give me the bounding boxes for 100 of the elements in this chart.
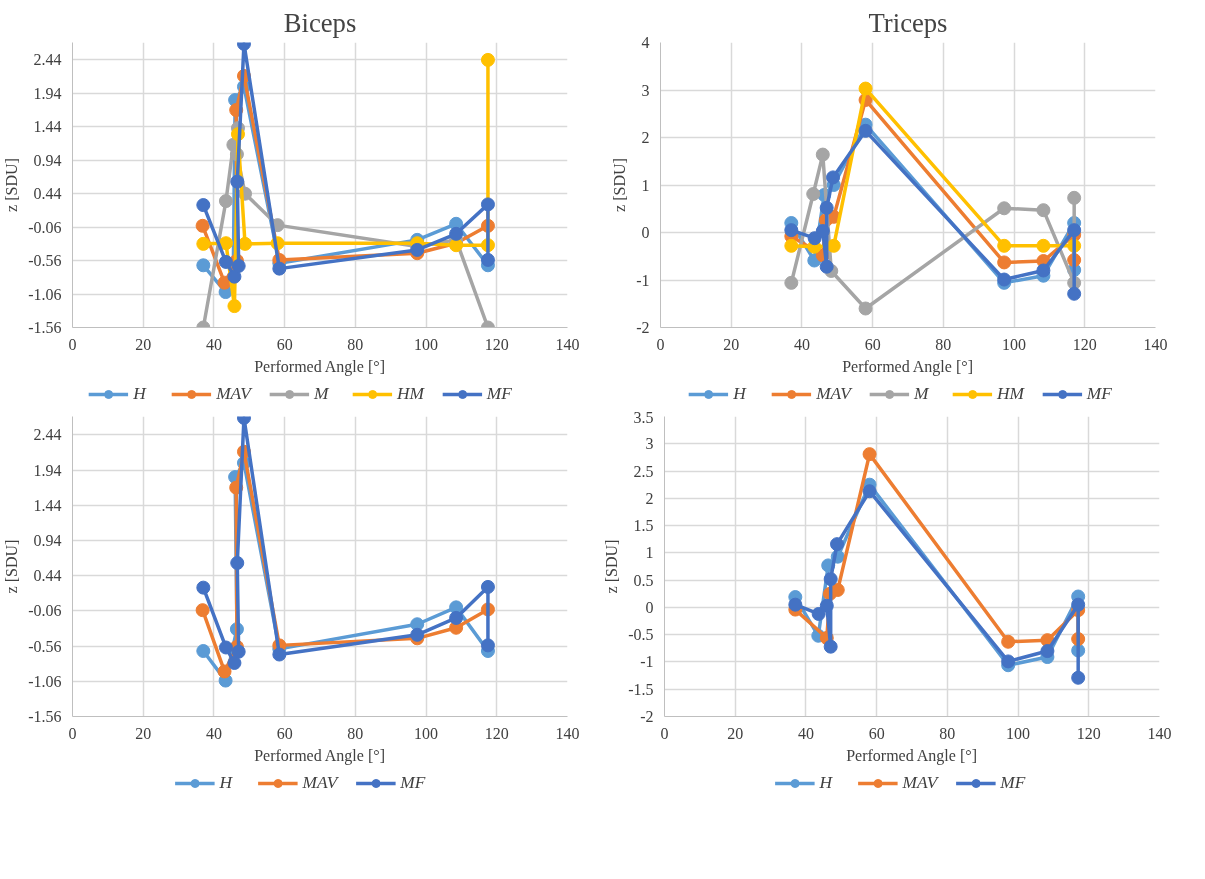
point (218, 254, 233, 269)
y-tick-label: 0.94 (33, 531, 62, 549)
x-tick-label: 100 (414, 335, 439, 353)
x-tick-label: 80 (939, 724, 956, 742)
y-tick-label: 2 (641, 129, 650, 146)
y-tick-label: 1.5 (633, 517, 654, 535)
x-tick-label: 40 (205, 724, 222, 742)
point (997, 255, 1012, 270)
point (272, 647, 287, 662)
y-tick-label: 1 (645, 544, 654, 562)
y-tick-label: -1 (636, 271, 650, 289)
point (823, 572, 838, 587)
legend-label: MAV (816, 384, 851, 404)
point (230, 555, 245, 570)
y-axis-title: z [SDU] (3, 158, 21, 212)
point (238, 236, 253, 251)
point (231, 258, 246, 273)
point (788, 597, 803, 612)
y-tick-label: -0.56 (28, 252, 62, 270)
y-tick-label: 2 (645, 489, 654, 507)
legend-label: HM (996, 384, 1024, 404)
y-tick-label: -0.06 (28, 218, 62, 236)
point (480, 579, 495, 594)
point (830, 537, 845, 552)
y-tick-label: 1.44 (33, 496, 62, 514)
point (819, 598, 834, 613)
point (480, 52, 495, 67)
legend-label: MAV (216, 384, 251, 404)
x-tick-label: 60 (864, 335, 881, 353)
point (997, 201, 1012, 216)
point (196, 236, 211, 251)
y-tick-label: 2.5 (633, 462, 654, 480)
y-tick-label: 0.44 (33, 185, 62, 203)
y-tick-label: 0.44 (33, 567, 62, 585)
y-tick-label: -1.06 (28, 672, 62, 690)
point (1001, 634, 1016, 649)
x-tick-label: 120 (484, 335, 509, 353)
x-tick-label: 120 (1072, 335, 1097, 353)
point (1067, 286, 1082, 301)
point (784, 275, 799, 290)
point (819, 200, 834, 215)
point (480, 638, 495, 653)
y-axis-title: z [SDU] (611, 158, 629, 212)
point (1036, 238, 1051, 253)
point (218, 194, 233, 209)
legend-label: MF (1000, 773, 1026, 793)
x-tick-label: 0 (68, 724, 77, 742)
y-tick-label: 2.44 (33, 51, 62, 69)
y-tick-label: 3 (641, 81, 650, 99)
chart-title: Triceps (868, 7, 948, 38)
x-axis-title: Performed Angle [°] (254, 746, 385, 765)
x-tick-label: 20 (135, 335, 152, 353)
x-tick-label: 100 (1006, 724, 1031, 742)
point (1067, 190, 1082, 205)
x-tick-label: 40 (797, 724, 814, 742)
chart-title: Biceps (283, 7, 357, 38)
legend-label: MAV (302, 773, 338, 793)
legend-label: H (133, 384, 148, 404)
x-axis-title: Performed Angle [°] (846, 746, 977, 765)
point (230, 174, 245, 189)
x-tick-label: 80 (935, 335, 952, 353)
y-tick-label: 4 (641, 34, 650, 51)
y-tick-label: 0.5 (633, 571, 654, 589)
point (227, 655, 242, 670)
x-tick-label: 40 (793, 335, 810, 353)
legend-label: H (733, 384, 748, 404)
point (218, 236, 233, 251)
y-tick-label: -0.06 (28, 602, 62, 620)
x-tick-label: 140 (555, 335, 580, 353)
point (1001, 654, 1016, 669)
y-tick-label: -2 (640, 708, 654, 725)
x-tick-label: 120 (1076, 724, 1101, 742)
point (218, 640, 233, 655)
x-tick-label: 0 (660, 724, 669, 742)
y-tick-label: 3 (645, 435, 654, 453)
x-tick-label: 20 (135, 724, 152, 742)
x-tick-label: 0 (68, 335, 77, 353)
point (811, 606, 826, 621)
x-tick-label: 40 (205, 335, 222, 353)
y-axis-title: z [SDU] (603, 539, 621, 594)
legend-label: H (219, 773, 234, 793)
point (449, 610, 464, 625)
point (231, 644, 246, 659)
x-tick-label: 120 (484, 724, 509, 742)
y-tick-label: -1.56 (28, 708, 62, 725)
y-tick-label: -1.56 (28, 319, 62, 336)
x-tick-label: 80 (347, 335, 364, 353)
legend-label: MAV (902, 773, 938, 793)
point (830, 582, 845, 597)
point (195, 603, 210, 618)
x-tick-label: 20 (723, 335, 740, 353)
x-tick-label: 100 (1002, 335, 1027, 353)
point (1071, 670, 1086, 685)
point (784, 223, 799, 238)
point (806, 187, 821, 202)
y-axis-title: z [SDU] (3, 539, 21, 594)
y-tick-label: -1.5 (628, 680, 654, 698)
point (862, 447, 877, 462)
point (819, 259, 834, 274)
point (858, 81, 873, 96)
